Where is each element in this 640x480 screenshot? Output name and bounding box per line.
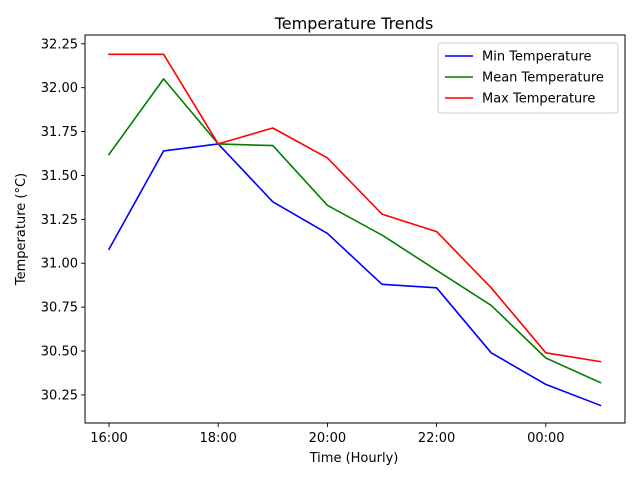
legend: Min Temperature Mean Temperature Max Tempe… [437, 42, 619, 114]
y-tick-label: 32.25 [41, 37, 78, 52]
x-axis-ticks: 16:00 18:00 20:00 22:00 00:00 [90, 423, 565, 446]
x-tick-label: 16:00 [90, 431, 127, 446]
y-tick-label: 31.50 [41, 169, 78, 184]
x-tick-label: 20:00 [309, 431, 346, 446]
y-tick-label: 30.75 [41, 301, 78, 316]
y-tick-label: 31.25 [41, 213, 78, 228]
series-line-mean-temperature [107, 78, 602, 384]
x-axis-label: Time (Hourly) [309, 451, 399, 466]
y-axis-label: Temperature (°C) [14, 173, 29, 286]
y-tick-label: 30.50 [41, 345, 78, 360]
legend-label: Mean Temperature [482, 71, 604, 86]
axes-frame [84, 34, 626, 424]
y-tick-label: 31.00 [41, 257, 78, 272]
legend-label: Max Temperature [482, 92, 595, 107]
x-tick-label: 18:00 [199, 431, 236, 446]
x-tick-label: 22:00 [418, 431, 455, 446]
series-line-max-temperature [108, 53, 602, 363]
y-tick-label: 30.25 [41, 388, 78, 403]
series-lines [107, 53, 602, 407]
x-tick-label: 00:00 [527, 431, 564, 446]
legend-label: Min Temperature [482, 50, 592, 65]
legend-box [437, 42, 619, 114]
plot-area [84, 34, 626, 424]
y-axis-ticks: 30.25 30.50 30.75 31.00 31.25 31.50 31.75 32.00… [41, 37, 85, 403]
y-tick-label: 31.75 [41, 125, 78, 140]
series-line-min-temperature [107, 143, 602, 407]
y-tick-label: 32.00 [41, 81, 78, 96]
chart-title: Temperature Trends [274, 14, 434, 33]
